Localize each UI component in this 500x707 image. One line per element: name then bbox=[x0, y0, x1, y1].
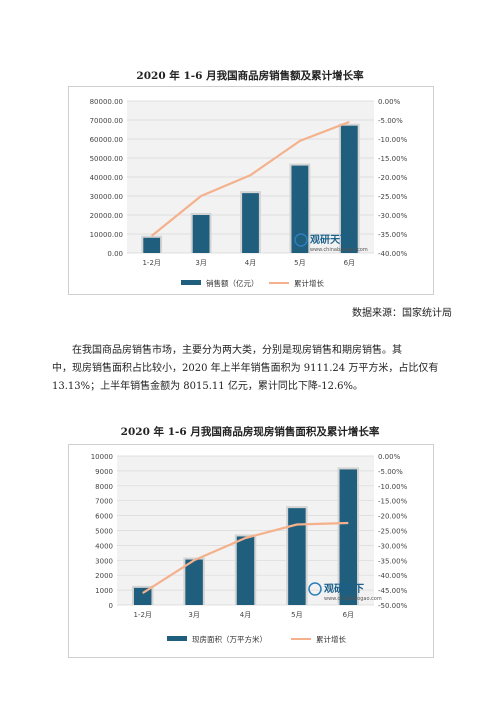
paragraph-line-2: 中，现房销售面积占比较小，2020 年上半年销售面积为 9111.24 万平方米… bbox=[52, 363, 439, 374]
y2-tick-label: -20.00% bbox=[378, 174, 408, 182]
watermark-text: 观研天下 bbox=[310, 234, 350, 246]
y-tick-label: 0 bbox=[109, 602, 113, 610]
y-tick-label: 6000 bbox=[95, 513, 113, 521]
bar bbox=[192, 215, 210, 253]
y-tick-label: 5000 bbox=[95, 528, 113, 536]
y-tick-label: 70000.00 bbox=[90, 117, 123, 125]
y2-tick-label: -10.00% bbox=[378, 136, 408, 144]
data-source: 数据来源：国家统计局 bbox=[352, 308, 452, 319]
y-tick-label: 20000.00 bbox=[90, 212, 123, 220]
bar bbox=[143, 237, 161, 253]
y-tick-label: 80000.00 bbox=[90, 98, 123, 106]
watermark-url: www.chinabaogao.com bbox=[324, 596, 382, 602]
y2-tick-label: -15.00% bbox=[378, 498, 408, 506]
chart2-panel: 10000 9000 8000 7000 6000 5000 4000 3000 2000 100… bbox=[68, 444, 434, 658]
chart2-svg: 1000090008000700060005000400030002000100… bbox=[91, 453, 408, 644]
bar bbox=[288, 508, 306, 605]
x-tick-label: 3月 bbox=[188, 611, 199, 619]
legend: 现房面积（万平方米） 累计增长 bbox=[167, 634, 346, 644]
y-tick-label: 1000 bbox=[95, 587, 113, 595]
y-tick-label: 40000.00 bbox=[90, 174, 123, 182]
bar bbox=[339, 469, 358, 605]
y2-tick-label: -20.00% bbox=[378, 513, 408, 521]
bar bbox=[340, 125, 358, 253]
y-tick-label: 10000.00 bbox=[90, 231, 123, 239]
bar bbox=[185, 559, 203, 605]
y-tick-label: 60000.00 bbox=[90, 136, 123, 144]
y-tick-label: 3000 bbox=[95, 557, 113, 565]
x-tick-label: 1-2月 bbox=[133, 611, 151, 619]
y-tick-label: 30000.00 bbox=[90, 193, 123, 201]
x-tick-label: 1-2月 bbox=[142, 259, 160, 267]
x-tick-label: 6月 bbox=[344, 259, 355, 267]
y-tick-label: 8000 bbox=[95, 483, 113, 491]
y-tick-label: 10000 bbox=[91, 453, 113, 461]
y-tick-label: 0.00 bbox=[107, 250, 123, 258]
legend-label: 累计增长 bbox=[316, 634, 346, 644]
body-paragraph: 在我国商品房销售市场，主要分为两大类，分别是现房销售和期房销售。其 中，现房销售… bbox=[52, 342, 457, 396]
chart2-title: 2020 年 1-6 月我国商品房现房销售面积及累计增长率 bbox=[120, 426, 380, 438]
y2-tick-label: -35.00% bbox=[378, 557, 408, 565]
paragraph-line-3: 13.13%；上半年销售金额为 8015.11 亿元，累计同比下降-12.6%。 bbox=[52, 381, 363, 392]
legend-swatch-bar bbox=[181, 280, 201, 285]
y2-tick-label: -30.00% bbox=[378, 542, 408, 550]
bar bbox=[236, 536, 255, 605]
y-tick-label: 4000 bbox=[95, 542, 113, 550]
chart1-panel: 80000.00 70000.00 60000.00 50000.00 40000.00… bbox=[68, 86, 434, 295]
y2-tick-label: -50.00% bbox=[378, 602, 408, 610]
y2-tick-label: -40.00% bbox=[378, 250, 408, 258]
legend-label: 销售额（亿元） bbox=[206, 278, 259, 288]
x-tick-label: 6月 bbox=[343, 611, 354, 619]
y2-tick-label: -30.00% bbox=[378, 212, 408, 220]
y2-tick-label: -45.00% bbox=[378, 587, 408, 595]
legend-label: 累计增长 bbox=[294, 278, 324, 288]
watermark-icon bbox=[294, 233, 308, 247]
chart1-title: 2020 年 1-6 月我国商品房销售额及累计增长率 bbox=[136, 70, 364, 82]
x-tick-label: 5月 bbox=[291, 611, 302, 619]
watermark-icon bbox=[308, 582, 322, 596]
y2-tick-label: 0.00% bbox=[378, 98, 401, 106]
y-tick-label: 50000.00 bbox=[90, 155, 123, 163]
y2-tick-label: -15.00% bbox=[378, 155, 408, 163]
y2-tick-label: -25.00% bbox=[378, 193, 408, 201]
chart1-svg: 80000.00 70000.00 60000.00 50000.00 40000.00… bbox=[90, 98, 408, 288]
y2-tick-label: -25.00% bbox=[378, 528, 408, 536]
x-tick-label: 5月 bbox=[294, 259, 305, 267]
y2-tick-label: -35.00% bbox=[378, 231, 408, 239]
watermark-url: www.chinabaogao.com bbox=[310, 247, 368, 253]
x-tick-label: 3月 bbox=[195, 259, 206, 267]
bar bbox=[133, 587, 152, 605]
y-tick-label: 9000 bbox=[95, 468, 113, 476]
x-tick-label: 4月 bbox=[245, 259, 256, 267]
legend-label: 现房面积（万平方米） bbox=[192, 634, 267, 644]
bar bbox=[291, 165, 309, 253]
y2-tick-label: -5.00% bbox=[378, 468, 403, 476]
legend-swatch-bar bbox=[167, 636, 187, 641]
bar bbox=[242, 193, 259, 253]
paragraph-line-1: 在我国商品房销售市场，主要分为两大类，分别是现房销售和期房销售。其 bbox=[72, 345, 402, 356]
y2-tick-label: -40.00% bbox=[378, 572, 408, 580]
y2-tick-label: -5.00% bbox=[378, 117, 403, 125]
watermark-text: 观研天下 bbox=[324, 583, 364, 595]
x-tick-label: 4月 bbox=[240, 611, 251, 619]
y2-tick-label: 0.00% bbox=[378, 453, 401, 461]
y-tick-label: 7000 bbox=[95, 498, 113, 506]
y-tick-label: 2000 bbox=[95, 572, 113, 580]
y2-tick-label: -10.00% bbox=[378, 483, 408, 491]
legend: 销售额（亿元） 累计增长 bbox=[181, 278, 324, 288]
